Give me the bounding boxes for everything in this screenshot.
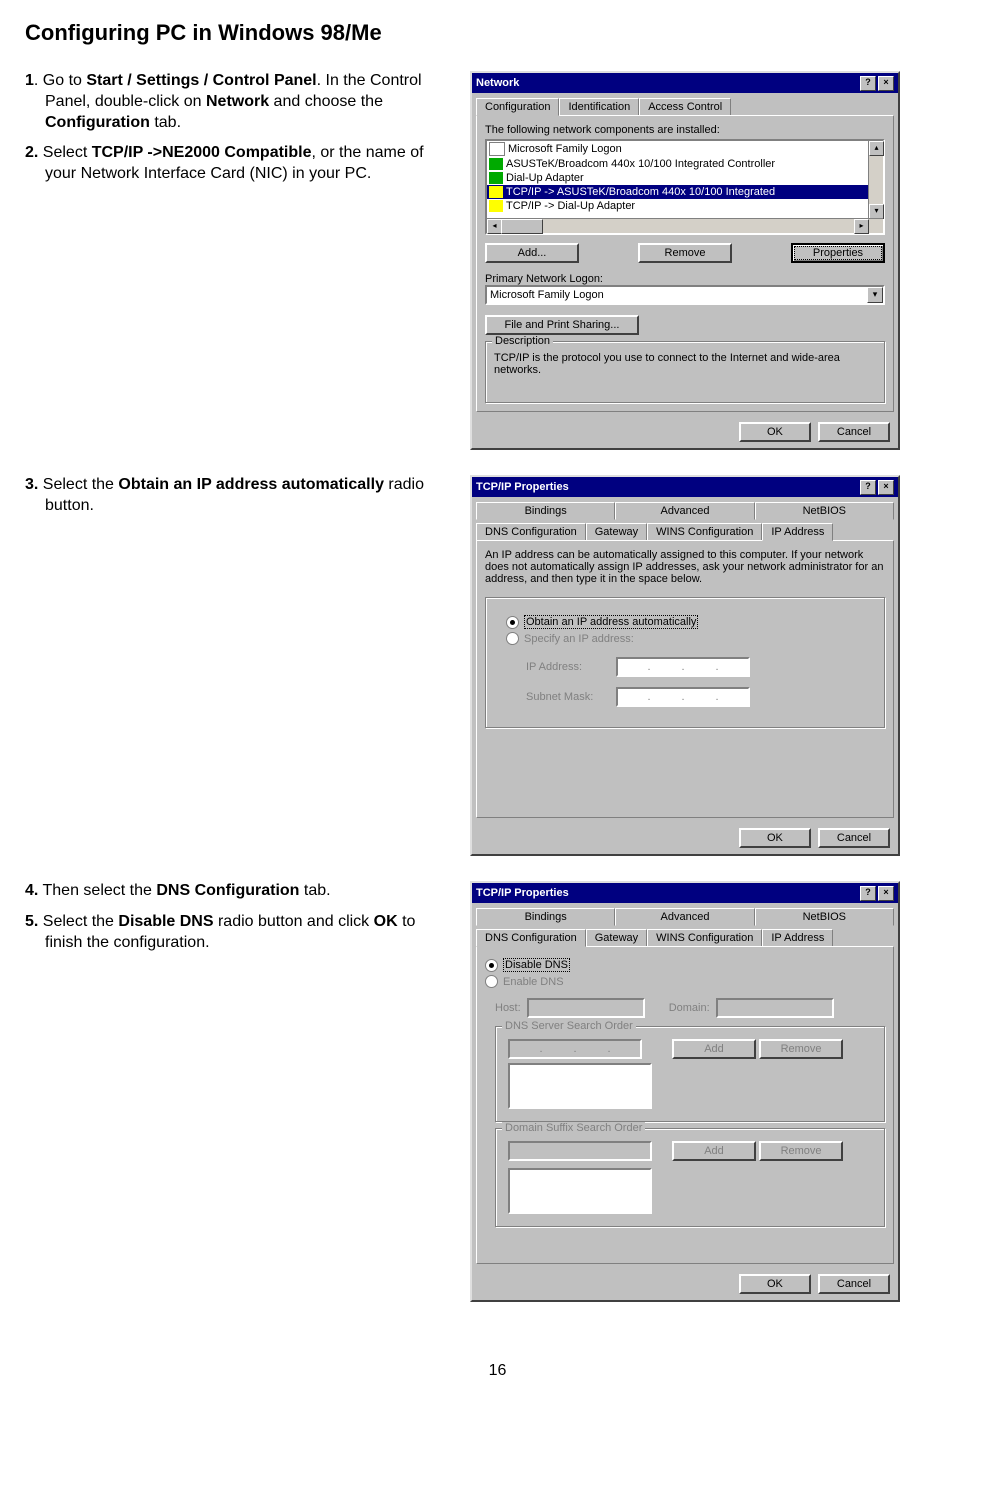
- radio-icon: [485, 959, 498, 972]
- ok-button[interactable]: OK: [739, 828, 811, 848]
- adapter-icon: [489, 172, 503, 184]
- ok-button[interactable]: OK: [739, 422, 811, 442]
- tab-access-control[interactable]: Access Control: [639, 98, 731, 116]
- tab-ip-address[interactable]: IP Address: [762, 929, 833, 947]
- tab-ip-address[interactable]: IP Address: [762, 523, 833, 541]
- close-button[interactable]: ×: [878, 480, 894, 495]
- radio-specify[interactable]: Specify an IP address:: [506, 632, 864, 645]
- tcpip-dialog-dns: TCP/IP Properties ? × Bindings Advanced …: [470, 881, 900, 1302]
- cancel-button[interactable]: Cancel: [818, 1274, 890, 1294]
- tab-wins-config[interactable]: WINS Configuration: [647, 929, 762, 947]
- radio-icon: [485, 975, 498, 988]
- list-item-selected[interactable]: TCP/IP -> ASUSTeK/Broadcom 440x 10/100 I…: [487, 185, 883, 199]
- page-title: Configuring PC in Windows 98/Me: [25, 20, 970, 46]
- domain-remove-button: Remove: [759, 1141, 843, 1161]
- scrollbar-h[interactable]: ◂▸: [487, 218, 883, 233]
- dns-ip-field: ...: [508, 1039, 642, 1059]
- tab-identification[interactable]: Identification: [559, 98, 639, 116]
- remove-button[interactable]: Remove: [638, 243, 732, 263]
- tab-wins-config[interactable]: WINS Configuration: [647, 523, 762, 541]
- host-label: Host:: [495, 1002, 521, 1014]
- step-5: 5. Select the Disable DNS radio button a…: [45, 912, 455, 954]
- tab-body: The following network components are ins…: [476, 115, 894, 412]
- radio-obtain-auto[interactable]: Obtain an IP address automatically: [506, 615, 864, 629]
- file-print-sharing-button[interactable]: File and Print Sharing...: [485, 315, 639, 335]
- ok-button[interactable]: OK: [739, 1274, 811, 1294]
- help-button[interactable]: ?: [860, 886, 876, 901]
- page-number: 16: [25, 1362, 970, 1380]
- tab-gateway[interactable]: Gateway: [586, 929, 647, 947]
- adapter-icon: [489, 158, 503, 170]
- domain-label: Domain:: [669, 1002, 710, 1014]
- tabs: Configuration Identification Access Cont…: [476, 97, 894, 115]
- tab-advanced[interactable]: Advanced: [615, 502, 754, 520]
- step-1: 1. Go to Start / Settings / Control Pane…: [45, 71, 455, 133]
- subnet-mask-field: ...: [616, 687, 750, 707]
- description-text: TCP/IP is the protocol you use to connec…: [494, 352, 876, 376]
- chevron-down-icon: ▾: [867, 287, 883, 303]
- domain-field: [716, 998, 834, 1018]
- section-1: 1. Go to Start / Settings / Control Pane…: [25, 71, 970, 450]
- list-item[interactable]: Dial-Up Adapter: [487, 171, 883, 185]
- protocol-icon: [489, 200, 503, 212]
- client-icon: [489, 142, 505, 156]
- list-item[interactable]: Microsoft Family Logon: [487, 141, 883, 157]
- ip-intro-text: An IP address can be automatically assig…: [485, 549, 885, 585]
- ip-address-field: ...: [616, 657, 750, 677]
- section-3: 4. Then select the DNS Configuration tab…: [25, 881, 970, 1302]
- close-button[interactable]: ×: [878, 886, 894, 901]
- tab-configuration[interactable]: Configuration: [476, 98, 559, 116]
- tab-netbios[interactable]: NetBIOS: [755, 908, 894, 926]
- protocol-icon: [489, 186, 503, 198]
- domain-add-button: Add: [672, 1141, 756, 1161]
- titlebar: Network ? ×: [472, 73, 898, 93]
- dns-add-button: Add: [672, 1039, 756, 1059]
- cancel-button[interactable]: Cancel: [818, 828, 890, 848]
- ip-address-label: IP Address:: [526, 661, 616, 673]
- subnet-mask-label: Subnet Mask:: [526, 691, 616, 703]
- step-3: 3. Select the Obtain an IP address autom…: [45, 475, 455, 517]
- properties-button[interactable]: Properties: [791, 243, 885, 263]
- scrollbar-v[interactable]: ▴▾: [868, 141, 883, 219]
- radio-disable-dns[interactable]: Disable DNS: [485, 958, 885, 972]
- tab-dns-config[interactable]: DNS Configuration: [476, 929, 586, 947]
- step-2: 2. Select TCP/IP ->NE2000 Compatible, or…: [45, 143, 455, 185]
- close-button[interactable]: ×: [878, 76, 894, 91]
- tab-bindings[interactable]: Bindings: [476, 908, 615, 926]
- host-field: [527, 998, 645, 1018]
- window-title: TCP/IP Properties: [476, 887, 858, 899]
- window-title: Network: [476, 77, 858, 89]
- list-item[interactable]: TCP/IP -> Dial-Up Adapter: [487, 199, 883, 213]
- section-2: 3. Select the Obtain an IP address autom…: [25, 475, 970, 856]
- primary-logon-dropdown[interactable]: Microsoft Family Logon▾: [485, 285, 885, 305]
- tab-bindings[interactable]: Bindings: [476, 502, 615, 520]
- help-button[interactable]: ?: [860, 76, 876, 91]
- tab-advanced[interactable]: Advanced: [615, 908, 754, 926]
- radio-enable-dns[interactable]: Enable DNS: [485, 975, 885, 988]
- domain-suffix-list: [508, 1168, 652, 1214]
- domain-suffix-field: [508, 1141, 652, 1161]
- network-dialog: Network ? × Configuration Identification…: [470, 71, 900, 450]
- tab-dns-config[interactable]: DNS Configuration: [476, 523, 586, 541]
- tab-netbios[interactable]: NetBIOS: [755, 502, 894, 520]
- radio-icon: [506, 632, 519, 645]
- installed-label: The following network components are ins…: [485, 124, 885, 136]
- dns-remove-button: Remove: [759, 1039, 843, 1059]
- primary-logon-label: Primary Network Logon:: [485, 273, 885, 285]
- dns-list: [508, 1063, 652, 1109]
- window-title: TCP/IP Properties: [476, 481, 858, 493]
- cancel-button[interactable]: Cancel: [818, 422, 890, 442]
- add-button[interactable]: Add...: [485, 243, 579, 263]
- help-button[interactable]: ?: [860, 480, 876, 495]
- tab-gateway[interactable]: Gateway: [586, 523, 647, 541]
- radio-icon: [506, 616, 519, 629]
- tcpip-dialog-ip: TCP/IP Properties ? × Bindings Advanced …: [470, 475, 900, 856]
- components-list[interactable]: Microsoft Family Logon ASUSTeK/Broadcom …: [485, 139, 885, 235]
- step-4: 4. Then select the DNS Configuration tab…: [45, 881, 455, 902]
- description-group: Description TCP/IP is the protocol you u…: [485, 341, 885, 403]
- list-item[interactable]: ASUSTeK/Broadcom 440x 10/100 Integrated …: [487, 157, 883, 171]
